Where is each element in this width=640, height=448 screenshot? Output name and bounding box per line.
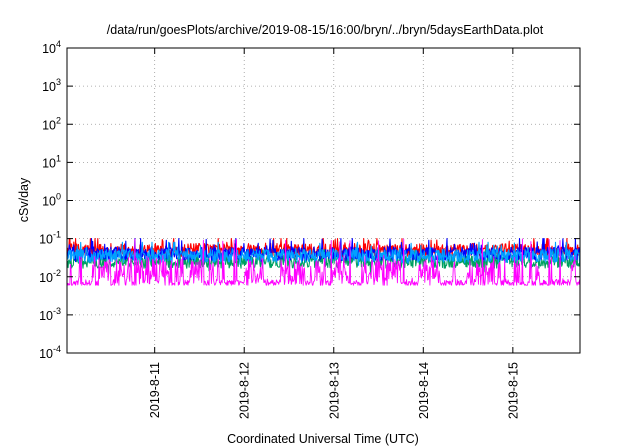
y-tick-label: 10-1 [39,230,61,247]
x-tick-label: 2019-8-12 [238,362,252,419]
y-tick-label: 102 [42,115,61,132]
y-tick-label: 10-2 [39,268,61,285]
series-line [66,238,581,286]
x-tick-label: 2019-8-14 [417,362,431,419]
y-tick-label: 100 [42,192,61,209]
chart-title: /data/run/goesPlots/archive/2019-08-15/1… [107,23,544,37]
x-axis-label: Coordinated Universal Time (UTC) [227,432,419,446]
series-layer [66,238,581,286]
y-tick-label: 104 [42,39,61,56]
y-axis-label: cSv/day [17,177,31,222]
y-tick-label: 10-4 [39,344,61,361]
x-tick-label: 2019-8-11 [148,362,162,418]
grid [67,48,580,353]
x-tick-label: 2019-8-15 [506,362,520,419]
ticks [67,47,580,354]
y-tick-label: 101 [42,153,61,170]
y-tick-label: 10-3 [39,306,61,323]
y-tick-labels: 10-4 10-3 10-2 10-1 100 101 102 103 104 [39,39,61,361]
x-tick-label: 2019-8-13 [327,362,341,419]
x-tick-labels: 2019-8-11 2019-8-12 2019-8-13 2019-8-14 2019… [148,362,520,419]
y-tick-label: 103 [42,77,61,94]
series-line [66,241,581,266]
